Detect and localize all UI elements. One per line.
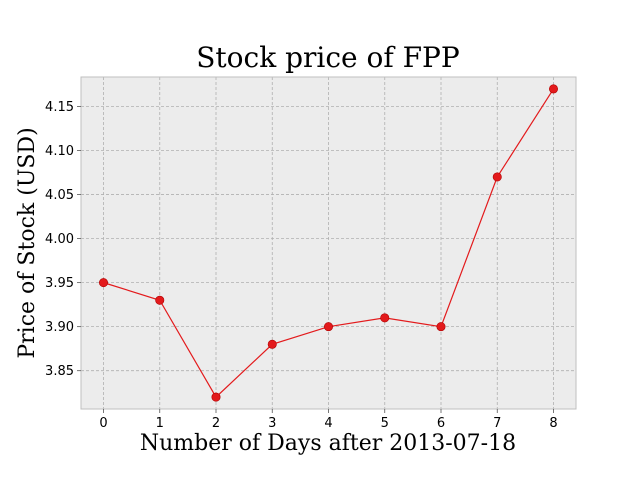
- x-tick-label: 2: [212, 416, 220, 431]
- x-tick-label: 4: [324, 416, 332, 431]
- series-group: [99, 84, 558, 402]
- y-axis-label: Price of Stock (USD): [15, 127, 40, 358]
- data-point: [436, 322, 446, 332]
- x-axis-ticks: 0 1 2 3 4 5 6 7 8: [99, 409, 558, 431]
- data-point: [267, 339, 277, 349]
- data-point: [211, 392, 221, 402]
- data-point: [323, 322, 333, 332]
- data-point: [492, 172, 502, 182]
- data-point: [155, 295, 165, 305]
- x-tick-label: 8: [549, 416, 557, 431]
- y-tick-label: 3.85: [45, 364, 74, 379]
- data-point: [380, 313, 390, 323]
- y-tick-label: 4.10: [45, 144, 74, 159]
- data-point: [99, 278, 109, 288]
- chart-title: Stock price of FPP: [196, 41, 459, 74]
- x-tick-label: 6: [437, 416, 445, 431]
- x-tick-label: 0: [99, 416, 107, 431]
- y-axis-ticks: 3.85 3.90 3.95 4.00 4.05 4.10 4.15: [45, 100, 81, 379]
- y-tick-label: 4.15: [45, 100, 74, 115]
- y-tick-label: 4.05: [45, 188, 74, 203]
- x-tick-label: 1: [156, 416, 164, 431]
- x-tick-label: 7: [493, 416, 501, 431]
- x-tick-label: 5: [381, 416, 389, 431]
- y-tick-label: 3.90: [45, 320, 74, 335]
- data-point: [548, 84, 558, 94]
- y-tick-label: 4.00: [45, 232, 74, 247]
- x-axis-label: Number of Days after 2013-07-18: [140, 431, 516, 456]
- y-tick-label: 3.95: [45, 276, 74, 291]
- x-tick-label: 3: [268, 416, 276, 431]
